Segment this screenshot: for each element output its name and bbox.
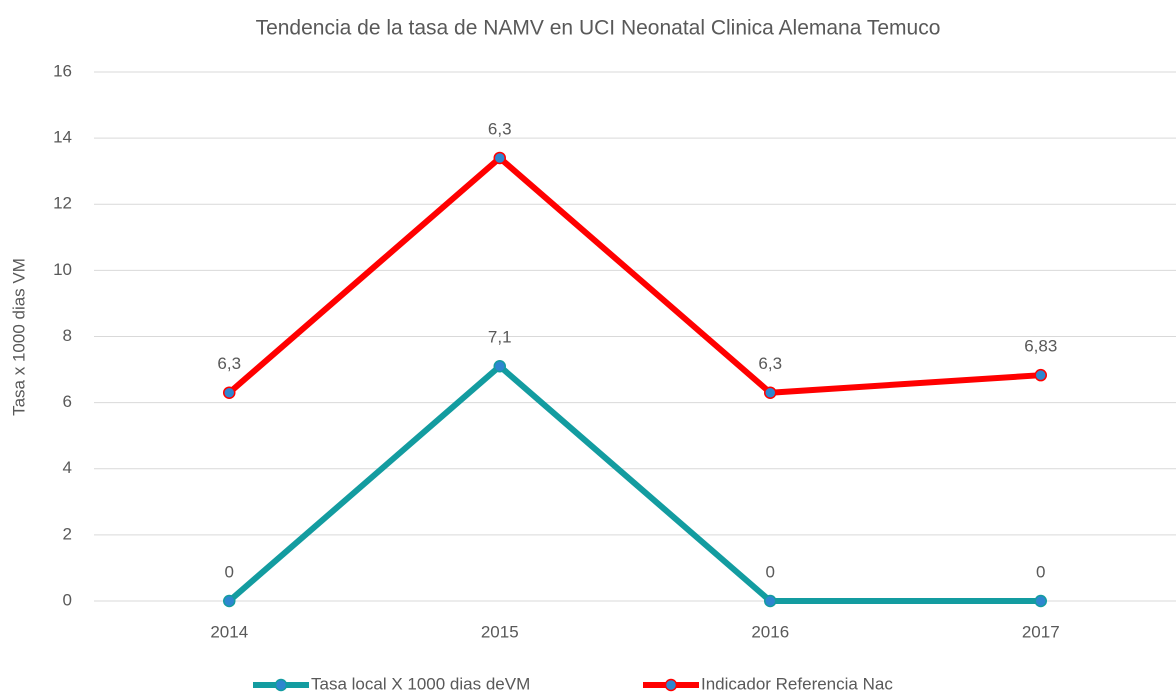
- point-marker: [493, 360, 506, 373]
- point-marker: [764, 594, 777, 608]
- x-tick-label: 2017: [1022, 622, 1060, 641]
- legend-label: Indicador Referencia Nac: [701, 674, 893, 693]
- y-tick-label: 8: [63, 326, 72, 345]
- data-label: 7,1: [488, 328, 512, 347]
- y-tick-label: 0: [63, 590, 72, 609]
- x-tick-label: 2014: [210, 622, 248, 641]
- data-label: 6,3: [758, 354, 782, 373]
- point-marker: [223, 386, 236, 399]
- data-label: 6,3: [217, 354, 241, 373]
- y-tick-label: 12: [53, 194, 72, 213]
- x-tick-label: 2015: [481, 622, 519, 641]
- data-label: 0: [1036, 562, 1045, 581]
- chart-title: Tendencia de la tasa de NAMV en UCI Neon…: [256, 17, 941, 40]
- data-label: 6,3: [488, 119, 512, 138]
- y-tick-label: 2: [63, 524, 72, 543]
- point-marker: [764, 386, 777, 399]
- y-tick-label: 10: [53, 260, 72, 279]
- series-line: [227, 363, 1041, 604]
- point-marker: [1034, 368, 1047, 382]
- legend-label: Tasa local X 1000 dias deVM: [311, 674, 530, 693]
- point-marker: [493, 151, 506, 165]
- data-label: 0: [766, 562, 775, 581]
- x-tick-label: 2016: [751, 622, 789, 641]
- y-tick-label: 16: [53, 61, 72, 80]
- point-marker: [1034, 594, 1047, 608]
- legend-marker: [664, 678, 678, 692]
- data-label: 6,83: [1024, 337, 1057, 356]
- legend-marker: [274, 678, 288, 692]
- point-marker: [223, 594, 236, 608]
- y-axis-label: Tasa x 1000 dias VM: [9, 258, 28, 416]
- y-tick-label: 14: [53, 128, 72, 147]
- y-tick-label: 6: [63, 392, 72, 411]
- y-tick-label: 4: [63, 458, 72, 477]
- series-line: [227, 154, 1041, 396]
- data-label: 0: [225, 562, 234, 581]
